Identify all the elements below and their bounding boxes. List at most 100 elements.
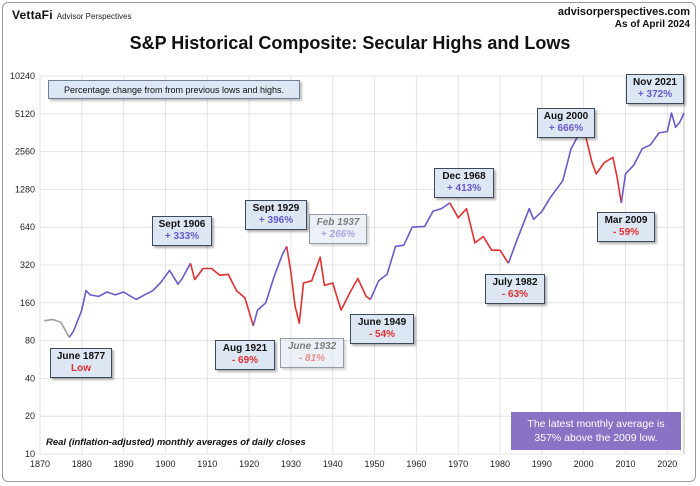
annotation-date: June 1877 [56, 351, 106, 362]
series-line-decline [449, 202, 510, 264]
annotation-feb-1937: Feb 1937 + 266% [309, 214, 367, 244]
data-point [106, 291, 108, 293]
annotation-sept-1906: Sept 1906 + 333% [152, 216, 212, 246]
data-point [666, 131, 668, 133]
annotation-pct: + 266% [320, 229, 356, 240]
source-block: advisorperspectives.com As of April 2024 [558, 6, 690, 30]
data-point [181, 278, 183, 280]
annotation-date: Mar 2009 [604, 215, 648, 226]
data-point [604, 162, 606, 164]
data-point [370, 299, 372, 301]
annotation-june-1949: June 1949 - 54% [350, 314, 414, 344]
series-line-rise [252, 246, 288, 327]
annotation-pct: + 666% [548, 123, 584, 134]
annotation-aug-2000: Aug 2000 + 666% [537, 108, 595, 138]
data-point [650, 144, 652, 146]
y-tick-label: 5120 [15, 109, 35, 119]
y-tick-label: 320 [20, 260, 35, 270]
data-point [516, 240, 518, 242]
latest-box: The latest monthly average is 357% above… [511, 412, 681, 450]
annotation-pct: - 59% [612, 227, 640, 238]
data-point [683, 112, 685, 114]
data-point [441, 208, 443, 210]
data-point [144, 294, 146, 296]
annotation-pct: - 63% [501, 289, 529, 300]
data-point [236, 290, 238, 292]
annotation-june-1932: June 1932 - 81% [280, 338, 344, 368]
x-tick-label: 1900 [155, 459, 175, 469]
annotation-pct: + 333% [164, 231, 200, 242]
source-site: advisorperspectives.com [557, 6, 690, 18]
data-point [324, 285, 326, 287]
series-line-rise [620, 112, 685, 204]
data-point [616, 176, 618, 178]
data-point [411, 226, 413, 228]
series-line-rise [507, 127, 585, 264]
data-point [591, 162, 593, 164]
y-tick-label: 40 [25, 373, 35, 383]
annotation-pct: + 413% [446, 183, 482, 194]
annotation-date: Sept 1906 [158, 219, 206, 230]
annotation-date: July 1982 [492, 277, 538, 288]
data-point [332, 282, 334, 284]
data-point [612, 157, 614, 159]
data-point [679, 121, 681, 123]
footnote: Real (inflation-adjusted) monthly averag… [46, 437, 306, 448]
annotation-june-1877: June 1877 Low [50, 348, 112, 378]
annotation-pct: - 81% [298, 353, 326, 364]
data-point [466, 208, 468, 210]
data-point [625, 173, 627, 175]
annotation-date: Aug 1921 [222, 343, 268, 354]
data-point [114, 294, 116, 296]
data-point [633, 164, 635, 166]
annotation-pct: + 372% [637, 89, 673, 100]
y-tick-label: 2560 [15, 147, 35, 157]
data-point [395, 246, 397, 248]
data-point [43, 320, 45, 322]
y-tick-label: 640 [20, 222, 35, 232]
annotation-date: Nov 2021 [633, 77, 677, 88]
x-tick-label: 1910 [197, 459, 217, 469]
data-point [190, 263, 192, 265]
x-tick-label: 1980 [490, 459, 510, 469]
annotation-nov-2021: Nov 2021 + 372% [626, 74, 684, 104]
data-point [508, 263, 510, 265]
data-point [675, 126, 677, 128]
data-point [549, 197, 551, 199]
data-point [282, 253, 284, 255]
annotation-sept-1929: Sept 1929 + 396% [245, 200, 307, 230]
x-tick-label: 1880 [72, 459, 92, 469]
as-of-date: As of April 2024 [614, 19, 690, 30]
series-line-decline [582, 127, 623, 204]
y-tick-label: 160 [20, 298, 35, 308]
data-point [73, 330, 75, 332]
annotation-pct: - 69% [231, 355, 259, 366]
series-line-decline [189, 263, 255, 327]
annotation-pct: - 54% [368, 329, 396, 340]
data-point [541, 211, 543, 213]
data-point [311, 280, 313, 282]
annotation-dec-1968: Dec 1968 + 413% [434, 168, 494, 198]
data-point [533, 218, 535, 220]
data-point [365, 296, 367, 298]
note-box: Percentage change from from previous low… [48, 80, 300, 99]
brand: VettaFi Advisor Perspectives [12, 8, 131, 22]
data-point [194, 279, 196, 281]
latest-line-1: The latest monthly average is [527, 418, 665, 430]
data-point [252, 325, 254, 327]
data-point [457, 217, 459, 219]
x-tick-label: 1930 [281, 459, 301, 469]
data-point [432, 210, 434, 212]
data-point [403, 244, 405, 246]
data-point [340, 309, 342, 311]
data-point [81, 309, 83, 311]
data-point [641, 148, 643, 150]
data-point [595, 173, 597, 175]
data-point [227, 273, 229, 275]
annotation-date: June 1949 [357, 317, 407, 328]
y-tick-label: 10240 [10, 71, 35, 81]
x-tick-label: 1970 [448, 459, 468, 469]
y-tick-label: 20 [25, 411, 35, 421]
data-point [202, 268, 204, 270]
x-tick-label: 2020 [657, 459, 677, 469]
